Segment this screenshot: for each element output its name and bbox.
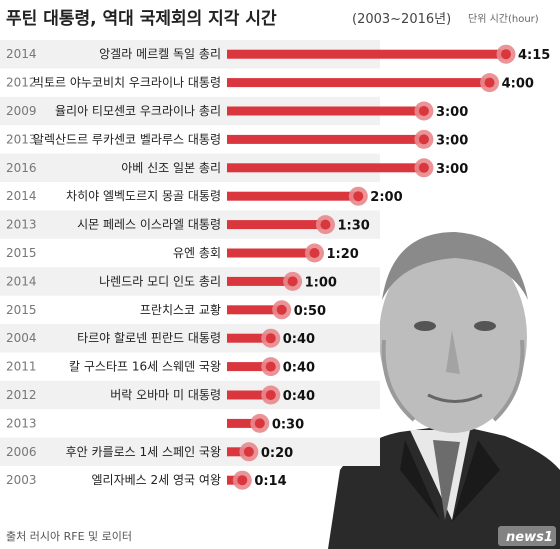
bar-marker-core	[276, 304, 287, 315]
bar-marker-core	[418, 106, 429, 116]
row-backgrounds	[0, 40, 380, 466]
bar-marker-core	[243, 446, 254, 457]
year-label: 2013	[6, 416, 37, 430]
row-stripe	[0, 437, 380, 466]
year-label: 2016	[6, 161, 37, 175]
value-label: 0:14	[254, 474, 286, 489]
value-label: 0:50	[294, 304, 326, 319]
row-label: 후안 카를로스 1세 스페인 국왕	[66, 445, 221, 459]
bar	[227, 447, 249, 457]
row-stripe	[0, 324, 380, 353]
value-label: 3:00	[436, 162, 468, 177]
bar-marker-core	[484, 77, 495, 88]
year-label: 2012	[6, 76, 37, 90]
year-label: 2014	[6, 189, 37, 203]
bar	[227, 78, 490, 88]
bar	[227, 418, 260, 428]
news1-logo-text: news1	[506, 530, 553, 545]
year-label: 2014	[6, 274, 37, 288]
bar-marker-core	[353, 191, 364, 202]
row-label: 칼 구스타프 16세 스웨덴 국왕	[69, 360, 221, 374]
value-label: 0:40	[283, 389, 315, 404]
row-label: 차히야 엘벡도르지 몽골 대통령	[66, 189, 221, 203]
row-stripe	[0, 267, 380, 296]
value-label: 1:20	[327, 247, 359, 262]
bar	[227, 106, 424, 116]
bar-marker-core	[418, 134, 429, 145]
bar	[227, 248, 315, 258]
bar	[227, 220, 326, 230]
bar	[227, 163, 424, 173]
bar-marker-core	[320, 219, 331, 230]
unit-label: 단위 시간(hour)	[468, 12, 539, 25]
source-note: 출처 러시아 RFE 및 로이터	[6, 530, 132, 543]
bar	[227, 390, 271, 400]
value-label: 4:15	[518, 48, 550, 63]
value-label: 2:00	[370, 190, 402, 205]
portrait-photo	[328, 232, 560, 549]
bar	[227, 362, 271, 372]
year-label: 2011	[6, 360, 37, 374]
value-label: 0:40	[283, 332, 315, 347]
bar-marker-core	[254, 418, 265, 429]
value-label: 1:30	[337, 219, 369, 234]
row-label: 알렉산드르 루카센코 벨라루스 대통령	[33, 132, 221, 146]
year-label: 2015	[6, 246, 37, 260]
chart-title: 푸틴 대통령, 역대 국제회의 지각 시간	[6, 8, 277, 29]
value-label: 4:00	[502, 77, 534, 92]
year-label: 2015	[6, 303, 37, 317]
row-label: 율리아 티모센코 우크라이나 총리	[55, 104, 221, 118]
year-label: 2014	[6, 47, 37, 61]
row-label: 버락 오바마 미 대통령	[110, 388, 221, 402]
row-label: 타르야 할로넨 핀란드 대통령	[77, 331, 221, 345]
year-label: 2012	[6, 388, 37, 402]
bar-marker-core	[501, 49, 511, 60]
bars	[227, 44, 516, 490]
value-label: 3:00	[436, 133, 468, 148]
bar-marker-core	[287, 276, 298, 287]
value-label: 1:00	[305, 275, 337, 290]
year-label: 2003	[6, 473, 37, 487]
year-label: 2009	[6, 104, 37, 118]
value-label: 0:30	[272, 417, 304, 432]
bar-marker-core	[265, 333, 276, 344]
row-label: 유엔 총회	[173, 246, 221, 260]
bar	[227, 333, 271, 343]
row-label: 빅토르 야누코비치 우크라이나 대통령	[33, 76, 221, 90]
row-label: 아베 신조 일본 총리	[121, 161, 221, 175]
row-label: 엘리자베스 2세 영국 여왕	[92, 473, 221, 487]
bar	[227, 49, 506, 59]
row-label: 나렌드라 모디 인도 총리	[99, 274, 221, 288]
value-label: 3:00	[436, 105, 468, 120]
bar	[227, 276, 293, 286]
year-label: 2013	[6, 132, 37, 146]
year-label: 2004	[6, 331, 37, 345]
row-label: 시몬 페레스 이스라엘 대통령	[77, 218, 221, 232]
year-label: 2006	[6, 445, 37, 459]
chart-title-range: (2003~2016년)	[352, 12, 451, 27]
bar-marker-core	[265, 390, 276, 400]
row-label: 프란치스코 교황	[140, 303, 221, 317]
row-stripe	[0, 380, 380, 410]
bar-marker-core	[265, 361, 276, 372]
bar	[227, 134, 424, 144]
value-label: 0:20	[261, 446, 293, 461]
news1-logo: news1	[498, 526, 556, 546]
value-label: 0:40	[283, 361, 315, 376]
bar-marker-core	[309, 248, 320, 258]
bar	[227, 191, 359, 201]
bar	[227, 305, 282, 315]
bar-marker-core	[418, 162, 429, 173]
row-label: 앙겔라 메르켈 독일 총리	[99, 47, 221, 61]
bar-marker-core	[237, 475, 248, 486]
year-label: 2013	[6, 218, 37, 232]
